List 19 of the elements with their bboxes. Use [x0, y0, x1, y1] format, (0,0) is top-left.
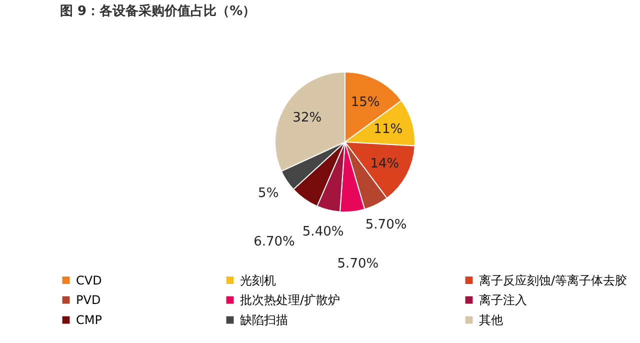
legend-label: 光刻机 — [240, 273, 276, 288]
legend-label: CVD — [76, 273, 102, 288]
data-label: 15% — [350, 94, 380, 110]
legend-label: 批次热处理/扩散炉 — [240, 293, 340, 307]
legend-label: 离子反应刻蚀/等离子体去胶 — [479, 273, 628, 288]
legend-label: PVD — [76, 293, 101, 307]
data-label: 11% — [374, 122, 403, 138]
legend-label: 离子注入 — [479, 293, 527, 307]
data-label: 5% — [258, 186, 279, 201]
legend-label: 其他 — [479, 313, 503, 327]
data-label: 6.70% — [254, 234, 295, 250]
data-label: 5.70% — [365, 217, 407, 232]
data-label: 5.70% — [337, 256, 379, 272]
legend-label: 缺陷扫描 — [240, 313, 288, 327]
data-label: 14% — [370, 156, 400, 172]
chart-title: 图 9：各设备采购价值占比（%） — [60, 3, 256, 19]
legend-label: CMP — [76, 313, 102, 327]
data-label: 5.40% — [302, 224, 344, 240]
data-label: 32% — [292, 110, 322, 126]
